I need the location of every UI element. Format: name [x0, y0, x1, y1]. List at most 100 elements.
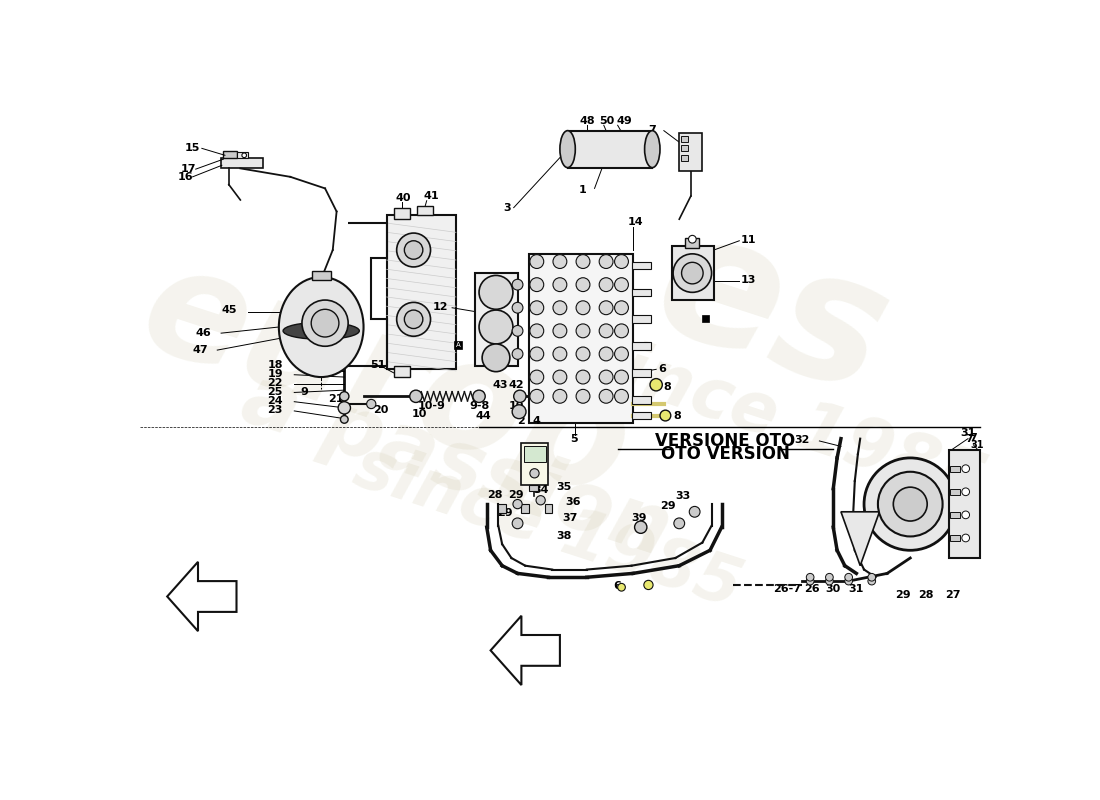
Text: 16: 16	[177, 172, 192, 182]
Text: 10-9: 10-9	[418, 402, 446, 411]
Bar	[395, 366, 409, 377]
Circle shape	[690, 506, 700, 517]
Text: 26-7: 26-7	[773, 584, 801, 594]
Text: es: es	[635, 193, 909, 430]
Text: 29: 29	[894, 590, 911, 600]
Circle shape	[553, 324, 566, 338]
Circle shape	[513, 518, 522, 529]
Text: 6: 6	[659, 363, 667, 374]
Circle shape	[600, 347, 613, 361]
Circle shape	[553, 390, 566, 403]
Circle shape	[530, 390, 543, 403]
Text: 10: 10	[508, 402, 524, 411]
Bar	[236, 152, 249, 158]
Bar	[312, 270, 331, 280]
Circle shape	[868, 574, 876, 581]
Circle shape	[615, 347, 628, 361]
Circle shape	[650, 378, 662, 391]
Text: 28: 28	[486, 490, 503, 500]
Circle shape	[806, 578, 814, 585]
Text: 38: 38	[557, 531, 571, 542]
Bar	[221, 158, 264, 168]
Text: 13: 13	[741, 275, 756, 285]
Circle shape	[576, 370, 590, 384]
Text: since 1985: since 1985	[346, 434, 750, 621]
Bar	[948, 450, 979, 558]
Circle shape	[600, 370, 613, 384]
Circle shape	[682, 262, 703, 284]
Text: 29: 29	[660, 501, 675, 510]
Circle shape	[530, 324, 543, 338]
Text: 18: 18	[267, 360, 283, 370]
Bar	[950, 535, 959, 541]
Bar	[568, 130, 652, 168]
Circle shape	[615, 390, 628, 403]
Polygon shape	[491, 616, 560, 685]
Text: 19: 19	[267, 369, 283, 379]
Bar	[395, 208, 409, 219]
Text: 36: 36	[565, 497, 581, 506]
Circle shape	[600, 301, 613, 314]
Circle shape	[576, 254, 590, 269]
Text: 17: 17	[180, 164, 196, 174]
Text: 23: 23	[267, 405, 283, 415]
Circle shape	[644, 580, 653, 590]
Circle shape	[961, 465, 969, 473]
Bar	[631, 370, 651, 377]
Bar	[631, 262, 651, 270]
Circle shape	[397, 302, 430, 336]
Bar	[685, 238, 700, 248]
Text: 1: 1	[580, 185, 587, 195]
Circle shape	[673, 254, 712, 292]
Circle shape	[600, 278, 613, 291]
Text: 9-8: 9-8	[470, 402, 491, 411]
Circle shape	[553, 347, 566, 361]
Text: 44: 44	[475, 410, 491, 421]
Text: 48: 48	[580, 116, 595, 126]
Circle shape	[615, 278, 628, 291]
Text: 12: 12	[433, 302, 449, 312]
Text: 30: 30	[826, 584, 840, 594]
Circle shape	[961, 534, 969, 542]
Circle shape	[530, 469, 539, 478]
Text: 33: 33	[675, 491, 691, 502]
Circle shape	[553, 254, 566, 269]
Text: 21: 21	[328, 394, 343, 404]
Circle shape	[615, 324, 628, 338]
Circle shape	[845, 574, 853, 581]
Bar	[703, 315, 710, 322]
Ellipse shape	[279, 277, 364, 377]
Bar	[950, 512, 959, 518]
Polygon shape	[167, 562, 236, 631]
Circle shape	[513, 302, 522, 313]
Circle shape	[576, 347, 590, 361]
Circle shape	[825, 574, 834, 581]
Bar	[681, 146, 689, 151]
Circle shape	[513, 499, 522, 509]
Text: 20: 20	[374, 405, 389, 415]
Text: 31: 31	[960, 428, 976, 438]
Circle shape	[825, 578, 834, 585]
Circle shape	[409, 390, 422, 402]
Circle shape	[530, 301, 543, 314]
Text: 2: 2	[517, 416, 526, 426]
Circle shape	[660, 410, 671, 421]
Bar	[418, 206, 432, 215]
Circle shape	[865, 458, 957, 550]
Text: 51: 51	[370, 361, 385, 370]
Circle shape	[635, 521, 647, 534]
Circle shape	[878, 472, 943, 537]
Text: 39: 39	[631, 513, 647, 523]
Circle shape	[576, 324, 590, 338]
Text: 5: 5	[570, 434, 578, 444]
Circle shape	[674, 518, 684, 529]
Circle shape	[553, 301, 566, 314]
Text: 40: 40	[396, 193, 411, 202]
Text: 47: 47	[192, 345, 208, 355]
Circle shape	[845, 578, 853, 585]
Circle shape	[405, 310, 422, 329]
Circle shape	[341, 415, 349, 423]
Bar	[544, 504, 552, 514]
Bar	[498, 504, 506, 514]
Text: 31: 31	[849, 584, 864, 594]
